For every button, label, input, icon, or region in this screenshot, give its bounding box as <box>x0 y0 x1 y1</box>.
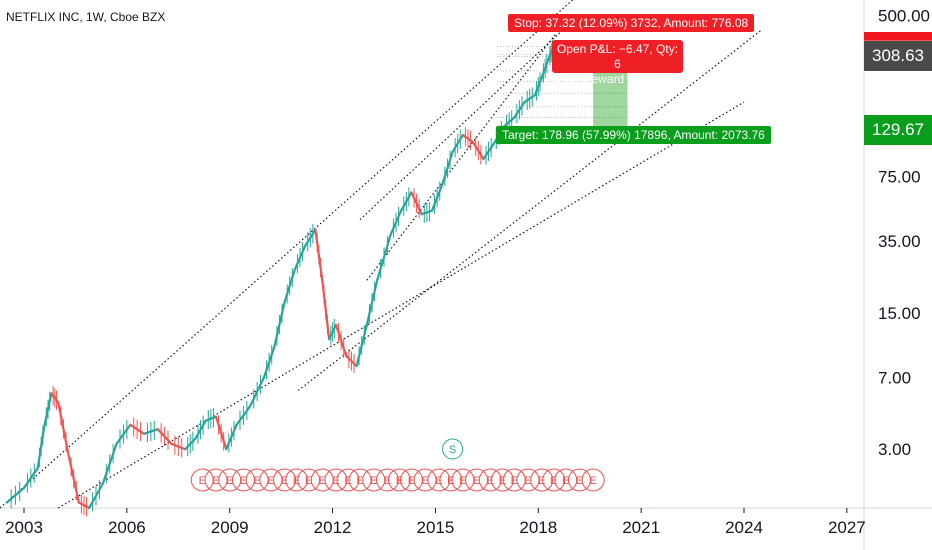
earnings-marker-label: E <box>370 475 377 487</box>
earnings-marker-label: E <box>332 475 339 487</box>
earnings-marker <box>324 468 348 492</box>
split-marker-label: S <box>449 444 456 456</box>
earnings-marker-label: E <box>356 475 363 487</box>
earnings-marker <box>478 468 502 492</box>
trendline <box>359 20 573 221</box>
earnings-marker-label: E <box>267 475 274 487</box>
symbol-legend[interactable]: NETFLIX INC, 1W, Cboe BZX <box>6 10 166 24</box>
risk-reward-text: Risk/Reward Ratio: 4.8 <box>556 72 679 86</box>
price-tag[interactable]: 308.63 <box>864 41 932 72</box>
earnings-marker-label: E <box>293 475 300 487</box>
time-axis-tick: 2003 <box>5 518 43 537</box>
earnings-marker-label: E <box>538 475 545 487</box>
open-pnl-label[interactable]: Open P&L: −6.47, Qty: 6 Risk/Reward Rati… <box>552 40 683 86</box>
earnings-marker <box>259 468 283 492</box>
earnings-marker-label: E <box>281 475 288 487</box>
earnings-marker <box>567 468 591 492</box>
earnings-marker-label: E <box>562 475 569 487</box>
target-label[interactable]: Target: 178.96 (57.99%) 17896, Amount: 2… <box>496 126 771 144</box>
trendline <box>57 101 745 509</box>
earnings-marker-label: E <box>384 475 391 487</box>
earnings-marker-label: E <box>589 475 596 487</box>
earnings-marker-label: E <box>511 475 518 487</box>
earnings-marker <box>387 468 411 492</box>
trendline <box>297 29 762 391</box>
open-pnl-text: Open P&L: −6.47, Qty: 6 <box>556 42 679 71</box>
earnings-marker <box>465 468 489 492</box>
earnings-marker <box>218 468 242 492</box>
earnings-marker <box>502 468 526 492</box>
earnings-marker <box>427 468 451 492</box>
earnings-marker-label: E <box>212 475 219 487</box>
earnings-marker <box>439 468 463 492</box>
time-axis-tick: 2027 <box>828 518 866 537</box>
earnings-marker <box>273 468 297 492</box>
price-axis-tick: 3.00 <box>878 440 911 459</box>
earnings-marker <box>530 468 554 492</box>
earnings-marker-label: E <box>344 475 351 487</box>
earnings-marker <box>231 468 255 492</box>
earnings-marker-label: E <box>226 475 233 487</box>
earnings-marker-label: E <box>240 475 247 487</box>
time-axis-tick: 2021 <box>622 518 660 537</box>
earnings-marker-label: E <box>473 475 480 487</box>
earnings-marker-label: E <box>499 475 506 487</box>
time-axis-tick: 2006 <box>108 518 146 537</box>
earnings-marker-label: E <box>421 475 428 487</box>
time-axis-tick: 2009 <box>211 518 249 537</box>
earnings-marker <box>542 468 566 492</box>
earnings-marker-label: E <box>447 475 454 487</box>
earnings-marker <box>362 468 386 492</box>
earnings-marker <box>581 468 605 492</box>
earnings-marker <box>490 468 514 492</box>
earnings-marker <box>297 468 321 492</box>
time-axis-tick: 2018 <box>519 518 557 537</box>
earnings-marker-label: E <box>199 475 206 487</box>
earnings-marker <box>375 468 399 492</box>
earnings-marker-label: E <box>396 475 403 487</box>
split-marker <box>442 438 464 460</box>
price-axis-tick: 35.00 <box>878 232 921 251</box>
earnings-marker <box>516 468 540 492</box>
earnings-markers[interactable]: E E E E E E E E E E E E E E E E E E E E E E E E E E E E E E ES <box>190 438 605 492</box>
earnings-marker-label: E <box>253 475 260 487</box>
price-axis-tick: 7.00 <box>878 368 911 387</box>
price-axis-tick: 500.00 <box>878 6 930 25</box>
earnings-marker-label: E <box>524 475 531 487</box>
time-axis-tick: 2024 <box>725 518 763 537</box>
earnings-marker <box>399 468 423 492</box>
earnings-marker <box>285 468 309 492</box>
price-tag[interactable]: 129.67 <box>864 114 932 145</box>
earnings-marker <box>190 468 214 492</box>
earnings-marker-label: E <box>487 475 494 487</box>
earnings-marker-label: E <box>408 475 415 487</box>
earnings-marker-label: E <box>305 475 312 487</box>
earnings-marker <box>348 468 372 492</box>
price-axis-tick: 75.00 <box>878 167 921 186</box>
earnings-marker <box>451 468 475 492</box>
earnings-marker <box>204 468 228 492</box>
price-axis[interactable]: 500.00 75.00 35.00 15.00 7.00 3.00 <box>878 6 930 459</box>
earnings-marker <box>554 468 578 492</box>
time-axis-tick: 2012 <box>314 518 352 537</box>
stop-label[interactable]: Stop: 37.32 (12.09%) 3732, Amount: 776.0… <box>508 14 755 32</box>
earnings-marker-label: E <box>550 475 557 487</box>
earnings-marker <box>245 468 269 492</box>
price-axis-tick: 15.00 <box>878 304 921 323</box>
time-axis-tick: 2015 <box>417 518 455 537</box>
earnings-marker <box>336 468 360 492</box>
earnings-marker <box>310 468 334 492</box>
earnings-marker <box>413 468 437 492</box>
price-series <box>5 40 555 517</box>
earnings-marker-label: E <box>319 475 326 487</box>
trendlines <box>0 0 762 509</box>
earnings-marker-label: E <box>435 475 442 487</box>
earnings-marker-label: E <box>576 475 583 487</box>
time-axis[interactable]: 2003 2006 2009 2012 2015 2018 2021 2024 2027 <box>5 508 866 537</box>
earnings-marker-label: E <box>459 475 466 487</box>
